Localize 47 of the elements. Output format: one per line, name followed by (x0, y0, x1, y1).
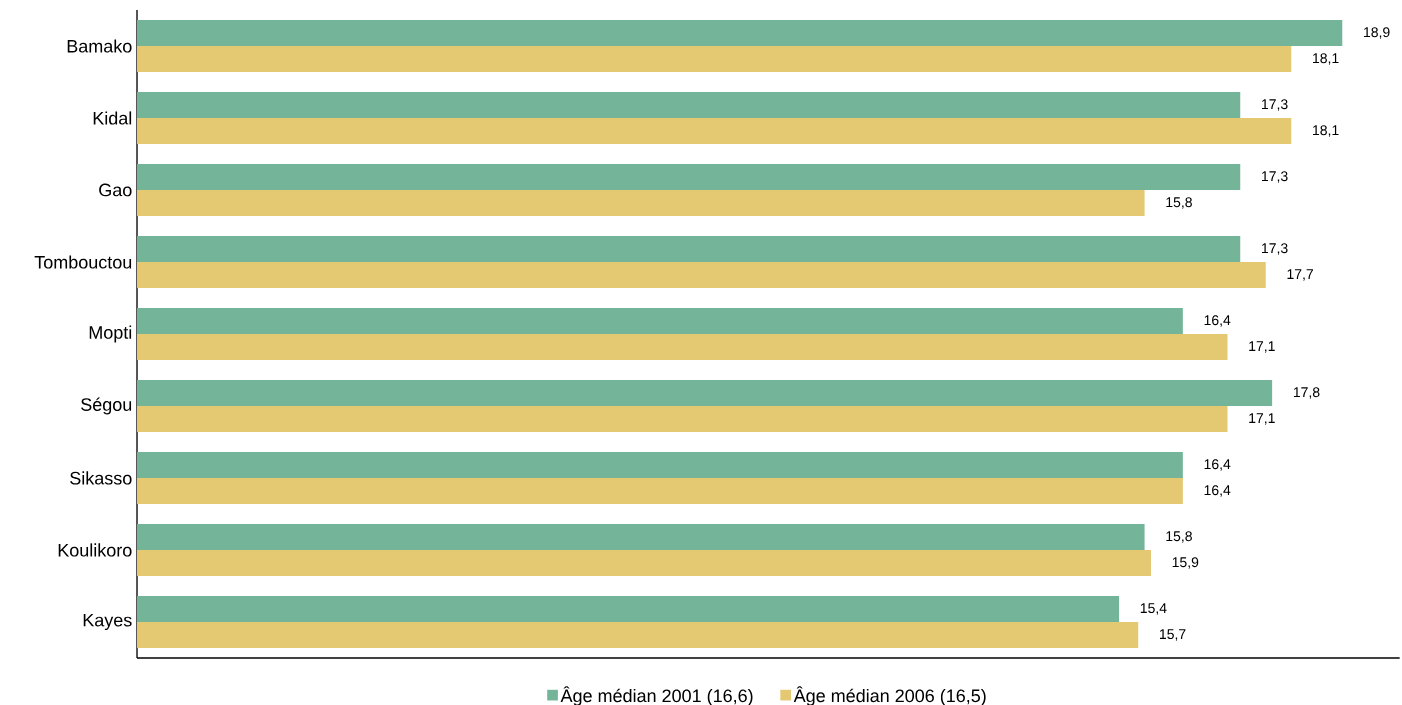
legend-label: Âge médian 2001 (16,6) (560, 686, 753, 705)
data-label: 15,7 (1159, 629, 1186, 641)
data-label: 17,8 (1293, 387, 1320, 399)
y-tick-label: Tombouctou (34, 255, 132, 269)
bar (137, 163, 1241, 190)
y-tick-label: Sikasso (70, 471, 132, 485)
data-label: 17,3 (1262, 99, 1288, 111)
legend-label: Âge médian 2006 (16,5) (793, 686, 986, 705)
data-label: 17,7 (1287, 269, 1313, 281)
bar (137, 19, 1343, 46)
bar (137, 595, 1120, 622)
bar (137, 405, 1228, 432)
data-label: 18,1 (1313, 125, 1339, 137)
y-tick-label: Koulikoro (58, 543, 132, 557)
bar (137, 451, 1183, 478)
data-label: 16,4 (1204, 315, 1231, 327)
y-tick-label: Gao (99, 183, 132, 197)
data-label: 15,9 (1172, 557, 1199, 569)
bar (137, 235, 1241, 262)
data-label: 17,1 (1249, 413, 1275, 425)
bar (137, 333, 1228, 360)
data-label: 15,4 (1140, 603, 1167, 615)
data-label: 15,8 (1166, 531, 1192, 543)
bar (137, 91, 1241, 118)
data-label: 17,3 (1262, 171, 1288, 183)
bar (137, 621, 1139, 648)
bar (137, 117, 1292, 144)
y-tick-label: Kidal (93, 111, 132, 125)
bar (137, 45, 1292, 72)
bar (137, 379, 1273, 406)
data-label: 15,8 (1166, 197, 1192, 209)
data-label: 18,9 (1364, 27, 1390, 39)
bar (137, 523, 1145, 550)
bar (137, 261, 1266, 288)
data-label: 18,1 (1313, 53, 1339, 65)
bar (137, 307, 1183, 334)
data-label: 17,1 (1249, 341, 1275, 353)
y-tick-label: Mopti (89, 325, 132, 343)
data-label: 17,3 (1262, 243, 1288, 255)
data-label: 16,4 (1204, 459, 1231, 471)
y-tick-label: Ségou (81, 397, 132, 415)
y-tick-label: Kayes (83, 613, 132, 631)
y-tick-label: Bamako (67, 39, 132, 53)
bar (137, 549, 1151, 576)
bar (137, 477, 1183, 504)
data-label: 16,4 (1204, 485, 1231, 497)
bar (137, 189, 1145, 216)
